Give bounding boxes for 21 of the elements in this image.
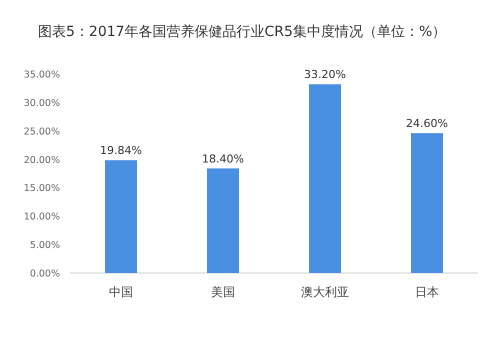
y-tick-label: 25.00%	[24, 126, 60, 138]
x-tick-label: 日本	[415, 285, 439, 299]
y-tick-label: 10.00%	[24, 212, 60, 223]
data-label: 24.60%	[406, 117, 448, 130]
x-tick-label: 澳大利亚	[301, 285, 349, 299]
x-tick-label: 中国	[109, 285, 133, 299]
bar	[207, 168, 239, 273]
y-tick-label: 0.00%	[30, 268, 60, 280]
data-label: 19.84%	[100, 144, 142, 158]
bar	[411, 133, 443, 273]
data-label: 18.40%	[202, 152, 244, 166]
y-tick-label: 20.00%	[24, 154, 60, 166]
data-label: 33.20%	[304, 68, 346, 82]
bar	[105, 160, 137, 273]
y-tick-label: 30.00%	[24, 98, 60, 109]
chart-title: 图表5：2017年各国营养保健品行业CR5集中度情况（单位：%）	[38, 24, 446, 40]
x-tick-label: 美国	[211, 285, 235, 299]
y-tick-label: 35.00%	[24, 70, 60, 80]
y-tick-label: 15.00%	[24, 183, 60, 194]
y-tick-label: 5.00%	[30, 240, 60, 252]
bar	[309, 84, 341, 273]
